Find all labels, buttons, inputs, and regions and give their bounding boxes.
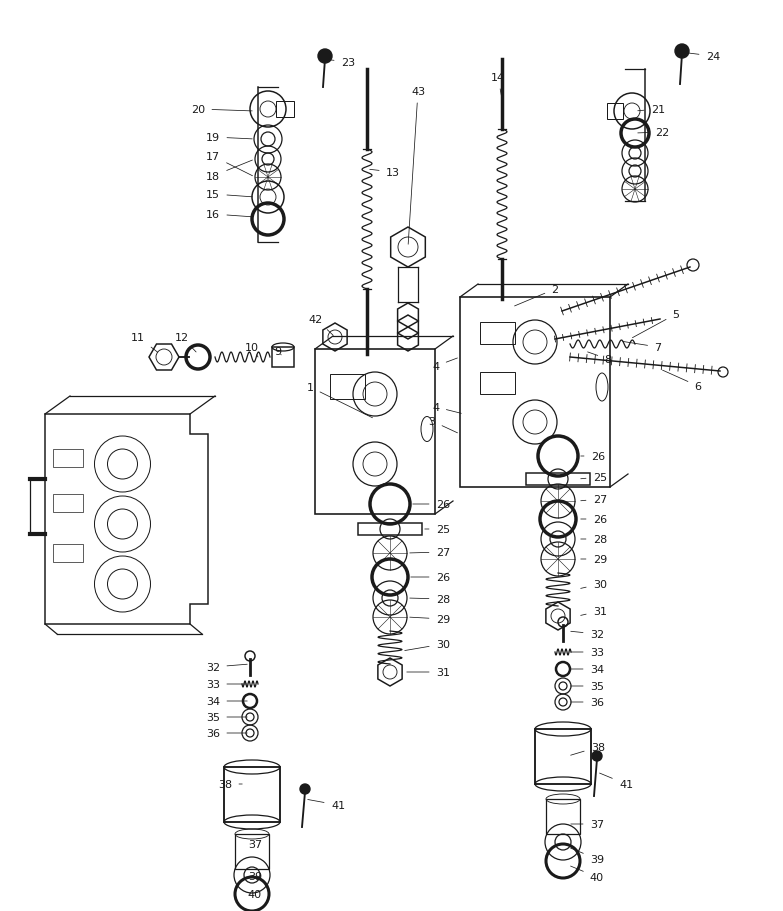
Text: 34: 34 (206, 696, 247, 706)
Bar (460, 298, 610, 487)
Text: 6: 6 (662, 371, 702, 392)
Bar (526, 474, 590, 486)
Bar (546, 799, 580, 834)
Text: 36: 36 (206, 728, 247, 738)
Text: 29: 29 (410, 614, 450, 624)
Text: 33: 33 (571, 648, 604, 657)
Text: 28: 28 (410, 594, 450, 604)
Circle shape (592, 752, 602, 762)
Text: 31: 31 (407, 667, 450, 677)
Text: 25: 25 (424, 525, 450, 535)
Bar (53, 449, 83, 467)
Text: 33: 33 (206, 680, 247, 690)
Text: 32: 32 (206, 662, 247, 672)
Text: 37: 37 (571, 819, 604, 829)
Text: 32: 32 (571, 630, 604, 640)
Text: 27: 27 (581, 495, 607, 505)
Text: 38: 38 (218, 779, 242, 789)
Text: 30: 30 (405, 640, 450, 650)
Text: 10: 10 (245, 343, 259, 358)
Bar (480, 322, 515, 344)
Text: 20: 20 (191, 105, 252, 115)
Text: 26: 26 (581, 452, 605, 462)
Text: 41: 41 (600, 773, 633, 789)
Text: 15: 15 (206, 189, 252, 200)
Text: 40: 40 (248, 889, 262, 899)
Bar (480, 373, 515, 394)
Text: 41: 41 (308, 800, 345, 810)
Text: 25: 25 (581, 473, 607, 483)
Circle shape (675, 45, 689, 59)
Text: 40: 40 (571, 866, 604, 882)
Text: 2: 2 (514, 284, 558, 307)
Bar (607, 104, 623, 120)
Text: 39: 39 (248, 871, 262, 881)
Text: 43: 43 (408, 87, 425, 245)
Text: 26: 26 (581, 515, 607, 525)
Text: 30: 30 (581, 579, 607, 589)
Text: 26: 26 (413, 499, 450, 509)
Bar (53, 545, 83, 562)
Text: 16: 16 (206, 210, 252, 220)
Text: 4: 4 (432, 359, 457, 372)
Text: 5: 5 (633, 310, 680, 338)
Text: 36: 36 (571, 697, 604, 707)
Text: 3: 3 (428, 416, 457, 434)
Text: 14: 14 (491, 73, 505, 97)
Text: 4: 4 (432, 403, 461, 414)
Text: 9: 9 (274, 346, 282, 356)
Text: 35: 35 (571, 681, 604, 691)
Text: 8: 8 (587, 353, 612, 364)
Text: 1: 1 (306, 383, 373, 418)
Text: 12: 12 (175, 333, 196, 353)
Text: 13: 13 (370, 168, 400, 178)
Text: 28: 28 (581, 535, 607, 545)
Text: 23: 23 (326, 58, 355, 68)
Text: 21: 21 (638, 105, 665, 115)
Text: 7: 7 (622, 342, 662, 353)
Text: 42: 42 (309, 314, 333, 336)
Text: 38: 38 (571, 742, 605, 755)
Bar (330, 374, 365, 400)
Circle shape (300, 784, 310, 794)
Bar (315, 350, 435, 515)
Text: 11: 11 (131, 333, 158, 353)
Circle shape (718, 368, 728, 377)
Text: 37: 37 (248, 839, 262, 849)
Text: 17: 17 (206, 152, 253, 177)
Bar (272, 348, 294, 368)
Bar (53, 495, 83, 512)
Text: 39: 39 (571, 848, 604, 864)
Bar (224, 767, 280, 822)
Text: 31: 31 (581, 607, 607, 617)
Text: 35: 35 (206, 712, 247, 722)
Circle shape (687, 260, 699, 271)
Bar (276, 102, 294, 118)
Bar (535, 729, 591, 784)
Text: 29: 29 (581, 555, 607, 565)
Text: 26: 26 (411, 572, 450, 582)
Bar (235, 834, 269, 869)
Text: 18: 18 (206, 161, 252, 182)
Text: 22: 22 (638, 128, 669, 138)
Text: 34: 34 (571, 664, 604, 674)
Circle shape (318, 50, 332, 64)
Bar (358, 524, 422, 536)
Text: 24: 24 (683, 52, 720, 62)
Text: 19: 19 (206, 133, 252, 143)
Text: 27: 27 (410, 548, 450, 558)
